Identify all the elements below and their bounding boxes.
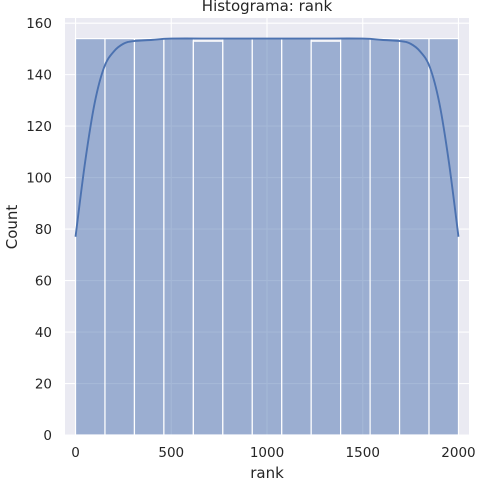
histogram-bar — [223, 39, 252, 435]
histogram-bar — [341, 39, 370, 435]
histogram-bar — [400, 39, 429, 435]
histogram-bar — [76, 39, 105, 435]
histogram-bar — [429, 39, 458, 435]
histogram-bar — [193, 41, 222, 435]
histogram-bar — [134, 39, 163, 435]
x-tick-labels: 0 500 1000 1500 2000 — [71, 445, 475, 461]
histogram-bar — [105, 39, 134, 435]
histogram-bar — [311, 41, 340, 435]
y-tick-label: 100 — [26, 171, 52, 187]
y-tick-label: 40 — [35, 325, 52, 341]
x-tick-label: 1000 — [250, 445, 284, 461]
y-axis-label: Count — [3, 205, 21, 250]
histogram-bar — [370, 39, 399, 435]
x-tick-label: 1500 — [346, 445, 380, 461]
x-axis-label: rank — [250, 464, 284, 482]
y-tick-label: 80 — [35, 222, 52, 238]
histogram-bar — [164, 39, 193, 435]
x-tick-label: 0 — [71, 445, 80, 461]
x-tick-label: 2000 — [441, 445, 475, 461]
y-tick-label: 120 — [26, 119, 52, 135]
y-tick-label: 0 — [43, 428, 52, 444]
chart-title: Histograma: rank — [202, 0, 333, 15]
y-tick-label: 160 — [26, 16, 52, 32]
histogram-bar — [282, 39, 311, 435]
x-tick-label: 500 — [158, 445, 184, 461]
y-tick-label: 20 — [35, 377, 52, 393]
y-tick-label: 60 — [35, 274, 52, 290]
y-tick-label: 140 — [26, 68, 52, 84]
histogram-bar — [252, 39, 281, 435]
y-tick-labels: 0 20 40 60 80 100 120 140 160 — [26, 16, 52, 444]
histogram-bars — [76, 39, 459, 435]
